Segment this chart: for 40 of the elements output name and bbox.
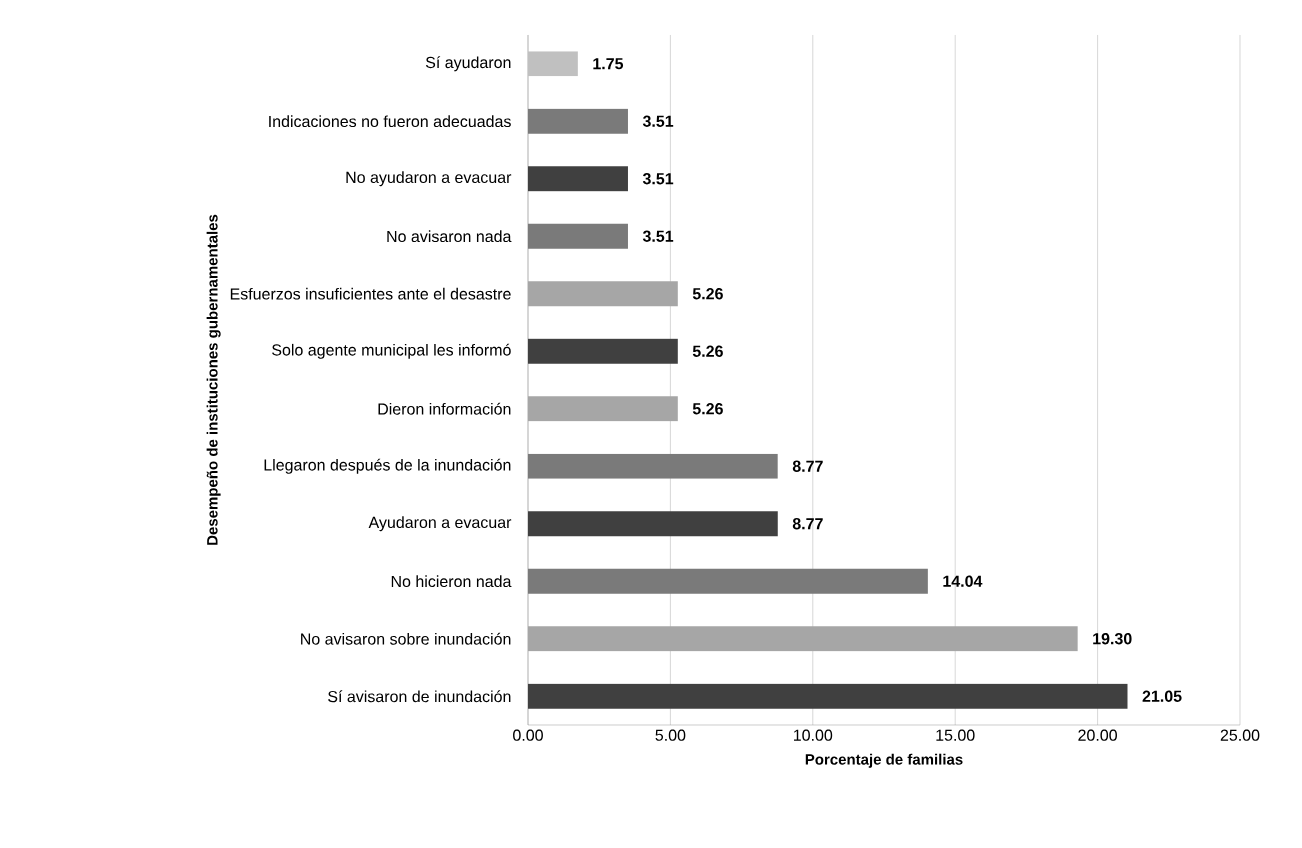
bar — [528, 51, 578, 77]
data-label: 3.51 — [642, 115, 674, 127]
y-tick-label: Indicaciones no fueron adecuadas — [269, 115, 511, 128]
y-tick-label: No ayudaron a evacuar — [346, 171, 512, 187]
x-axis-title: Porcentaje de familias — [805, 753, 963, 768]
bar — [528, 281, 678, 307]
data-label: 1.75 — [593, 58, 624, 70]
y-tick-label: Sí avisaron de inundación — [328, 690, 511, 703]
data-label: 5.26 — [692, 403, 723, 415]
data-label: 8.77 — [792, 460, 823, 472]
data-label: 19.30 — [1093, 633, 1132, 645]
bar — [528, 511, 778, 537]
y-tick-label: Solo agente municipal les informó — [272, 343, 511, 359]
y-tick-label: No avisaron nada — [387, 230, 512, 243]
y-tick-label: No avisaron sobre inundación — [301, 632, 511, 645]
x-tick-label: 5.00 — [655, 729, 686, 741]
data-label: 5.26 — [692, 345, 723, 357]
data-label: 5.26 — [692, 288, 723, 300]
data-label: 3.51 — [642, 173, 674, 185]
data-label: 3.51 — [642, 230, 674, 242]
y-tick-label: Llegaron después de la inundación — [264, 458, 511, 474]
x-tick-label: 0.00 — [513, 729, 543, 741]
bar — [528, 396, 678, 422]
x-tick-label: 10.00 — [794, 729, 833, 741]
bar — [528, 683, 1128, 709]
y-tick-label: No hicieron nada — [391, 575, 512, 588]
bar — [528, 626, 1078, 652]
x-tick-label: 25.00 — [1220, 729, 1260, 741]
data-label: 8.77 — [792, 518, 823, 530]
y-axis-title: Desempeño de instituciones gubernamentales — [206, 214, 221, 545]
data-label: 14.04 — [943, 575, 983, 587]
y-tick-label: Dieron información — [378, 402, 511, 415]
x-tick-label: 20.00 — [1078, 729, 1117, 741]
y-tick-label: Ayudaron a evacuar — [368, 516, 512, 532]
x-tick-label: 15.00 — [936, 729, 975, 741]
y-tick-label: Esfuerzos insuficientes ante el desastre — [230, 287, 511, 300]
bar — [528, 338, 678, 364]
y-tick-label: Sí ayudaron — [425, 56, 511, 72]
bar — [528, 166, 628, 192]
data-label: 21.05 — [1142, 690, 1182, 702]
